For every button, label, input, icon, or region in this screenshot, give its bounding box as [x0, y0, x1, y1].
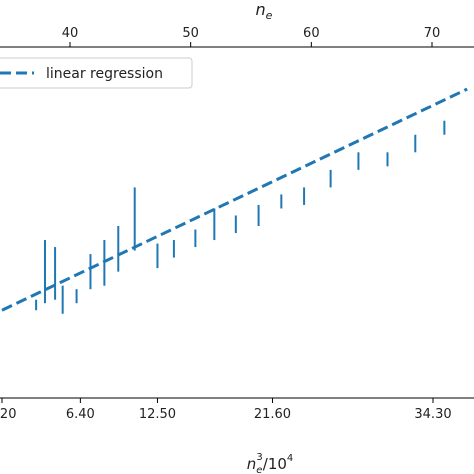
bottom-tick-label-2: 12.50 — [139, 407, 176, 422]
bottom-tick-label-0: 0.20 — [0, 407, 16, 422]
legend: linear regression — [0, 57, 193, 89]
series-line-0 — [1, 87, 468, 312]
top-tick-label-1: 50 — [182, 26, 199, 41]
bottom-axis-label-tail: /10 — [263, 455, 287, 473]
top-tick-label-0: 40 — [62, 26, 79, 41]
top-tick-label-3: 70 — [424, 26, 441, 41]
top-tick-label-2: 60 — [303, 26, 320, 41]
bottom-axis-ticks: 0.20 6.40 12.50 21.60 34.30 — [0, 398, 452, 422]
bottom-tick-label-1: 6.40 — [66, 407, 95, 422]
bottom-axis-label-sup: 3 — [256, 452, 262, 463]
top-axis-ticks: 40 50 60 70 — [62, 26, 441, 47]
top-axis-label-subscript: e — [266, 9, 273, 22]
bottom-axis-label: ne3/104 — [247, 452, 294, 474]
top-axis-label: ne — [256, 0, 273, 22]
legend-box — [0, 57, 193, 89]
series-lines — [1, 87, 468, 312]
bottom-axis-label-tail-sup: 4 — [287, 453, 293, 464]
bottom-tick-label-4: 34.30 — [414, 407, 451, 422]
bottom-axis-label-sub: e — [256, 465, 262, 474]
bottom-tick-label-3: 21.60 — [254, 407, 291, 422]
legend-label: linear regression — [46, 66, 163, 82]
